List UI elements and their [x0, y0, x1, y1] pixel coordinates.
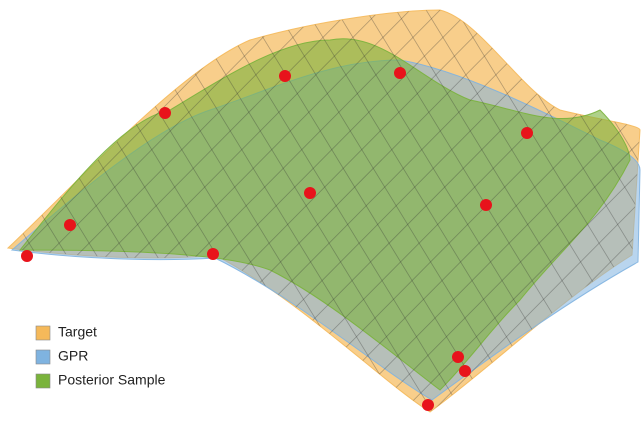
- sample-point: [159, 107, 171, 119]
- mesh-line: [8, 10, 21, 412]
- sample-point: [459, 365, 471, 377]
- mesh-line: [8, 10, 301, 412]
- sample-point: [422, 399, 434, 411]
- mesh-line: [179, 10, 441, 412]
- sample-point: [279, 70, 291, 82]
- mesh-line: [419, 10, 640, 412]
- legend-label: Target: [58, 324, 97, 340]
- sample-point: [452, 351, 464, 363]
- mesh-line: [209, 10, 471, 412]
- sample-point: [480, 199, 492, 211]
- legend-swatch: [35, 325, 51, 341]
- mesh-line: [359, 10, 640, 412]
- mesh-line: [299, 10, 640, 412]
- legend-label: Posterior Sample: [58, 372, 166, 388]
- sample-point: [207, 248, 219, 260]
- sample-point: [64, 219, 76, 231]
- sample-point: [521, 127, 533, 139]
- mesh-line: [8, 10, 331, 412]
- sample-point: [21, 250, 33, 262]
- legend-swatch: [35, 349, 51, 365]
- mesh-line: [449, 10, 640, 412]
- sample-points: [21, 67, 533, 411]
- mesh-line: [8, 10, 271, 412]
- legend: Target GPR Posterior Sample: [35, 324, 166, 389]
- surfaces: [6, 9, 641, 413]
- surface: [18, 38, 631, 391]
- legend-label: GPR: [58, 348, 88, 364]
- mesh-line: [329, 10, 640, 412]
- mesh-line: [269, 10, 531, 412]
- mesh-line: [8, 10, 31, 412]
- sample-point: [394, 67, 406, 79]
- legend-swatch: [35, 373, 51, 389]
- sample-point: [304, 187, 316, 199]
